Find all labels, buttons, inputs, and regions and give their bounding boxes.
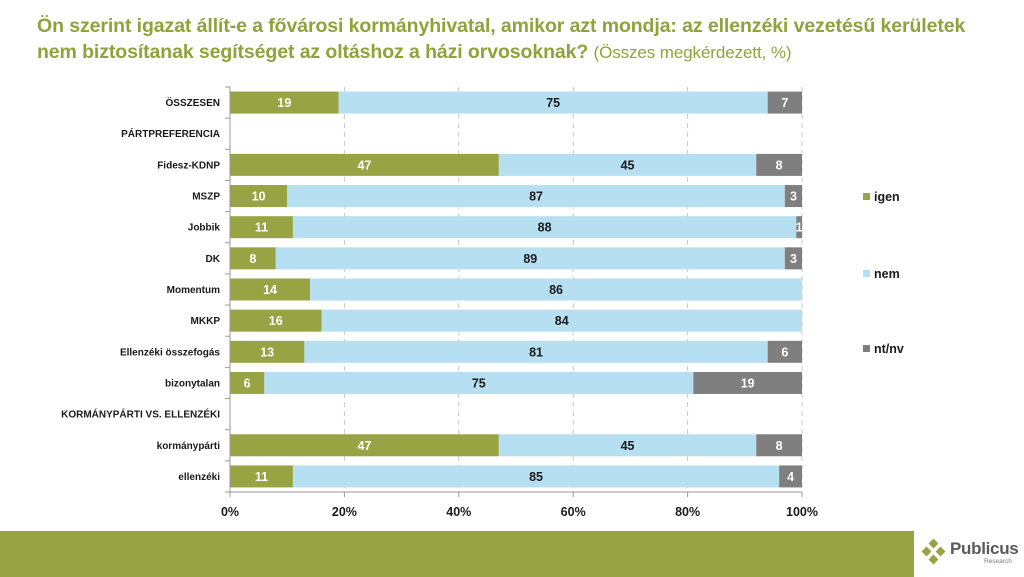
x-tick-label: 20% bbox=[332, 505, 357, 519]
data-label: 88 bbox=[538, 221, 552, 235]
data-label: 11 bbox=[255, 221, 268, 235]
legend-label: nt/nv bbox=[874, 342, 904, 356]
legend-label: nem bbox=[874, 267, 900, 281]
publicus-logo: Publicus Research bbox=[914, 531, 1024, 577]
legend-label: igen bbox=[874, 190, 900, 204]
category-label: MKKP bbox=[191, 316, 221, 327]
bar-igen bbox=[230, 247, 276, 270]
bar-igen bbox=[230, 309, 322, 332]
data-label: 13 bbox=[260, 345, 274, 359]
data-label: 87 bbox=[529, 190, 543, 204]
bar-ntnv bbox=[784, 185, 802, 208]
bar-nem bbox=[292, 216, 797, 239]
bar-nem bbox=[275, 247, 785, 270]
data-label: 14 bbox=[263, 283, 277, 297]
data-label: 6 bbox=[781, 345, 788, 359]
bar-ntnv bbox=[756, 434, 802, 457]
bar-igen bbox=[230, 91, 339, 114]
category-label: Ellenzéki összefogás bbox=[120, 347, 220, 358]
category-label: kormánypárti bbox=[157, 441, 221, 452]
bar-nem bbox=[321, 309, 802, 332]
data-label: 3 bbox=[790, 190, 797, 204]
category-label: bizonytalan bbox=[165, 378, 220, 389]
legend-swatch-nem bbox=[863, 270, 870, 277]
data-label: 4 bbox=[787, 470, 794, 484]
legend-swatch-igen bbox=[863, 193, 870, 200]
category-label: Fidesz-KDNP bbox=[157, 160, 220, 171]
data-label: 11 bbox=[255, 470, 268, 484]
data-label: 10 bbox=[252, 190, 266, 204]
category-label: DK bbox=[206, 254, 221, 265]
data-label: 45 bbox=[621, 158, 635, 172]
bar-igen bbox=[230, 185, 288, 208]
data-label: 6 bbox=[244, 376, 251, 390]
data-label: 8 bbox=[776, 439, 783, 453]
bar-ntnv bbox=[784, 247, 802, 270]
data-label: 84 bbox=[555, 314, 569, 328]
bar-nem bbox=[264, 371, 694, 394]
bar-ntnv bbox=[693, 371, 802, 394]
bar-ntnv bbox=[767, 340, 802, 363]
data-label: 7 bbox=[781, 96, 788, 110]
bar-ntnv bbox=[779, 465, 802, 488]
title-main: Ön szerint igazat állít-e a fővárosi kor… bbox=[37, 15, 966, 63]
data-label: 19 bbox=[277, 96, 291, 110]
data-label: 3 bbox=[790, 252, 797, 266]
bar-nem bbox=[304, 340, 768, 363]
title-subtitle: (Összes megkérdezett, %) bbox=[593, 43, 792, 62]
x-tick-label: 60% bbox=[561, 505, 586, 519]
category-label: Jobbik bbox=[188, 223, 221, 234]
category-label: ellenzéki bbox=[178, 472, 220, 483]
legend-swatch-ntnv bbox=[863, 345, 870, 352]
bar-nem bbox=[498, 434, 757, 457]
data-label: 75 bbox=[472, 376, 486, 390]
data-label: 89 bbox=[523, 252, 537, 266]
stacked-bar-chart: ÖSSZESEN 19 75 7 PÁRTPREFERENCIA Fidesz-KDNP 4… bbox=[61, 86, 904, 519]
data-label: 47 bbox=[357, 439, 371, 453]
chart-title: Ön szerint igazat állít-e a fővárosi kor… bbox=[37, 13, 997, 66]
bar-nem bbox=[292, 465, 780, 488]
category-label: KORMÁNYPÁRTI VS. ELLENZÉKI bbox=[61, 408, 220, 421]
footer-band bbox=[0, 531, 914, 577]
bar-ntnv bbox=[796, 216, 802, 239]
category-label: MSZP bbox=[192, 192, 220, 203]
x-tick-label: 100% bbox=[786, 505, 818, 519]
data-label: 8 bbox=[776, 158, 783, 172]
category-label: ÖSSZESEN bbox=[166, 96, 220, 109]
x-tick-label: 40% bbox=[446, 505, 471, 519]
logo-sub: Research bbox=[984, 558, 1012, 565]
data-label: 81 bbox=[529, 345, 543, 359]
data-label: 45 bbox=[621, 439, 635, 453]
bar-igen bbox=[230, 371, 265, 394]
data-label: 86 bbox=[549, 283, 563, 297]
bar-nem bbox=[287, 185, 785, 208]
bar-nem bbox=[338, 91, 768, 114]
bar-nem bbox=[498, 153, 757, 176]
data-label: 19 bbox=[741, 376, 755, 390]
data-label: 85 bbox=[529, 470, 543, 484]
bar-igen bbox=[230, 340, 305, 363]
category-label: Momentum bbox=[167, 285, 220, 296]
x-tick-label: 0% bbox=[221, 505, 239, 519]
data-label: 1 bbox=[796, 221, 803, 235]
data-label: 47 bbox=[357, 158, 371, 172]
logo-diamonds-icon bbox=[921, 539, 946, 565]
data-label: 8 bbox=[249, 252, 256, 266]
x-tick-label: 80% bbox=[675, 505, 700, 519]
bar-igen bbox=[230, 216, 293, 239]
logo-name: Publicus bbox=[950, 539, 1019, 558]
bar-igen bbox=[230, 434, 499, 457]
category-label: PÁRTPREFERENCIA bbox=[121, 127, 220, 140]
bar-igen bbox=[230, 465, 293, 488]
bar-nem bbox=[310, 278, 802, 301]
bar-ntnv bbox=[756, 153, 802, 176]
data-label: 16 bbox=[269, 314, 283, 328]
data-label: 75 bbox=[546, 96, 560, 110]
bar-igen bbox=[230, 278, 311, 301]
bar-igen bbox=[230, 153, 499, 176]
bar-ntnv bbox=[767, 91, 802, 114]
